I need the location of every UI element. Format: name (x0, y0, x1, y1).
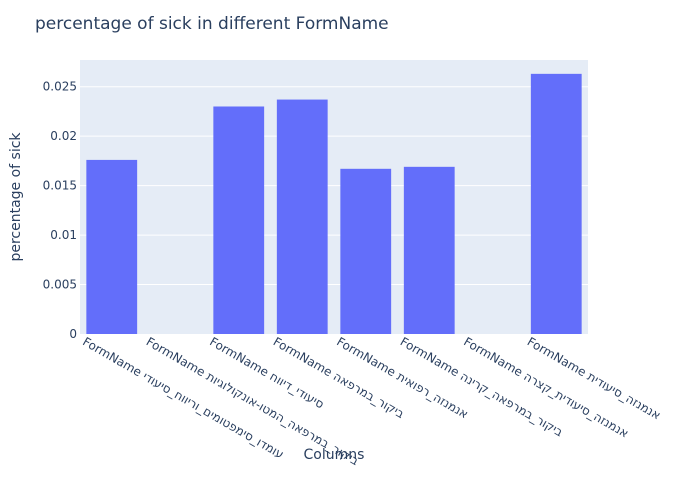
y-tick-label: 0.02 (50, 129, 77, 143)
x-tick-labels: FormName עומדו_סימפטומים_וריווח_סיעודיFo… (80, 334, 663, 468)
y-axis-title: percentage of sick (8, 132, 24, 262)
bars (86, 73, 582, 335)
plot-area (80, 60, 588, 334)
y-tick-labels: 0 0.005 0.01 0.015 0.02 0.025 (43, 80, 77, 341)
bar (340, 168, 392, 334)
x-axis-title: Columns (304, 447, 365, 463)
gridlines (80, 86, 588, 286)
bar (276, 99, 328, 334)
x-tick-label: FormName סיעודי_דיווח (207, 334, 326, 411)
bar (530, 73, 582, 334)
chart-title: percentage of sick in different FormName (35, 14, 389, 34)
bar (86, 159, 138, 334)
bar (403, 166, 455, 334)
y-tick-label: 0.005 (43, 278, 77, 292)
bar (213, 106, 265, 335)
y-tick-label: 0.015 (43, 179, 77, 193)
y-tick-label: 0.025 (43, 80, 77, 94)
y-tick-label: 0.01 (50, 228, 77, 242)
y-tick-label: 0 (69, 327, 77, 341)
